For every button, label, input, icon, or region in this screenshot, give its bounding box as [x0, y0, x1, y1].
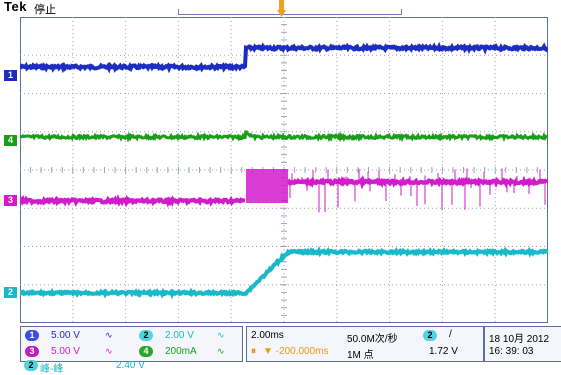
ch3-badge[interactable]: 3 [25, 346, 39, 357]
trigger-source-badge[interactable]: 2 [423, 330, 437, 341]
readout-area: 1 5.00 V ∿ 2 2.00 V ∿ 3 5.00 V ∿ 4 200mA… [0, 323, 561, 375]
ch1-badge[interactable]: 1 [25, 330, 39, 341]
bandwidth-limit-icon: ∿ [105, 330, 113, 340]
ch1-trace [20, 41, 548, 74]
record-length: 1M 点 [347, 350, 374, 361]
time: 16: 39: 03 [489, 346, 534, 357]
ch3-trace-low [20, 194, 246, 208]
ch4-scale: 200mA [165, 346, 197, 357]
trigger-slope-icon: / [449, 329, 452, 340]
bandwidth-limit-icon: ∿ [217, 330, 225, 340]
ch2-badge[interactable]: 2 [139, 330, 153, 341]
brand-logo: Tek [4, 0, 27, 14]
trigger-level: 1.72 V [429, 346, 458, 357]
ch4-badge[interactable]: 4 [139, 346, 153, 357]
delay-icon: ⏸ [251, 346, 256, 357]
ch3-switching-burst [246, 169, 288, 203]
ch2-trace [20, 245, 548, 300]
waveforms [20, 41, 548, 300]
ch3-scale: 5.00 V [51, 346, 80, 357]
date: 18 10月 2012 [489, 334, 550, 345]
record-view-bar [178, 9, 402, 15]
measurement-label: 峰-峰 [40, 364, 64, 375]
channel-readout-panel[interactable]: 1 5.00 V ∿ 2 2.00 V ∿ 3 5.00 V ∿ 4 200mA… [20, 326, 243, 362]
ch3-ground-marker[interactable]: 3 [4, 195, 17, 206]
ch4-trace [20, 130, 548, 143]
ch2-scale: 2.00 V [165, 330, 194, 341]
ch1-ground-marker[interactable]: 1 [4, 70, 17, 81]
ch1-edge [244, 47, 247, 68]
sample-rate: 50.0M次/秒 [347, 334, 398, 345]
bandwidth-limit-icon: ∿ [105, 346, 113, 356]
horizontal-delay: ▼ -200.000ms [263, 346, 329, 357]
timebase-readout-panel[interactable]: 2.00ms 50.0M次/秒 2 / ⏸ ▼ -200.000ms 1M 点 … [246, 326, 484, 362]
ch1-scale: 5.00 V [51, 330, 80, 341]
acquisition-state[interactable]: 停止 [34, 4, 56, 16]
ch4-ground-marker[interactable]: 4 [4, 135, 17, 146]
horizontal-scale: 2.00ms [251, 330, 284, 341]
waveform-display[interactable] [20, 17, 548, 323]
measurement-source-badge: 2 [24, 360, 38, 371]
bandwidth-limit-icon: ∿ [217, 346, 225, 356]
measurement-value: 2.40 V [116, 360, 145, 371]
datetime-panel: 18 10月 2012 16: 39: 03 [484, 326, 561, 362]
ch2-ground-marker[interactable]: 2 [4, 287, 17, 298]
